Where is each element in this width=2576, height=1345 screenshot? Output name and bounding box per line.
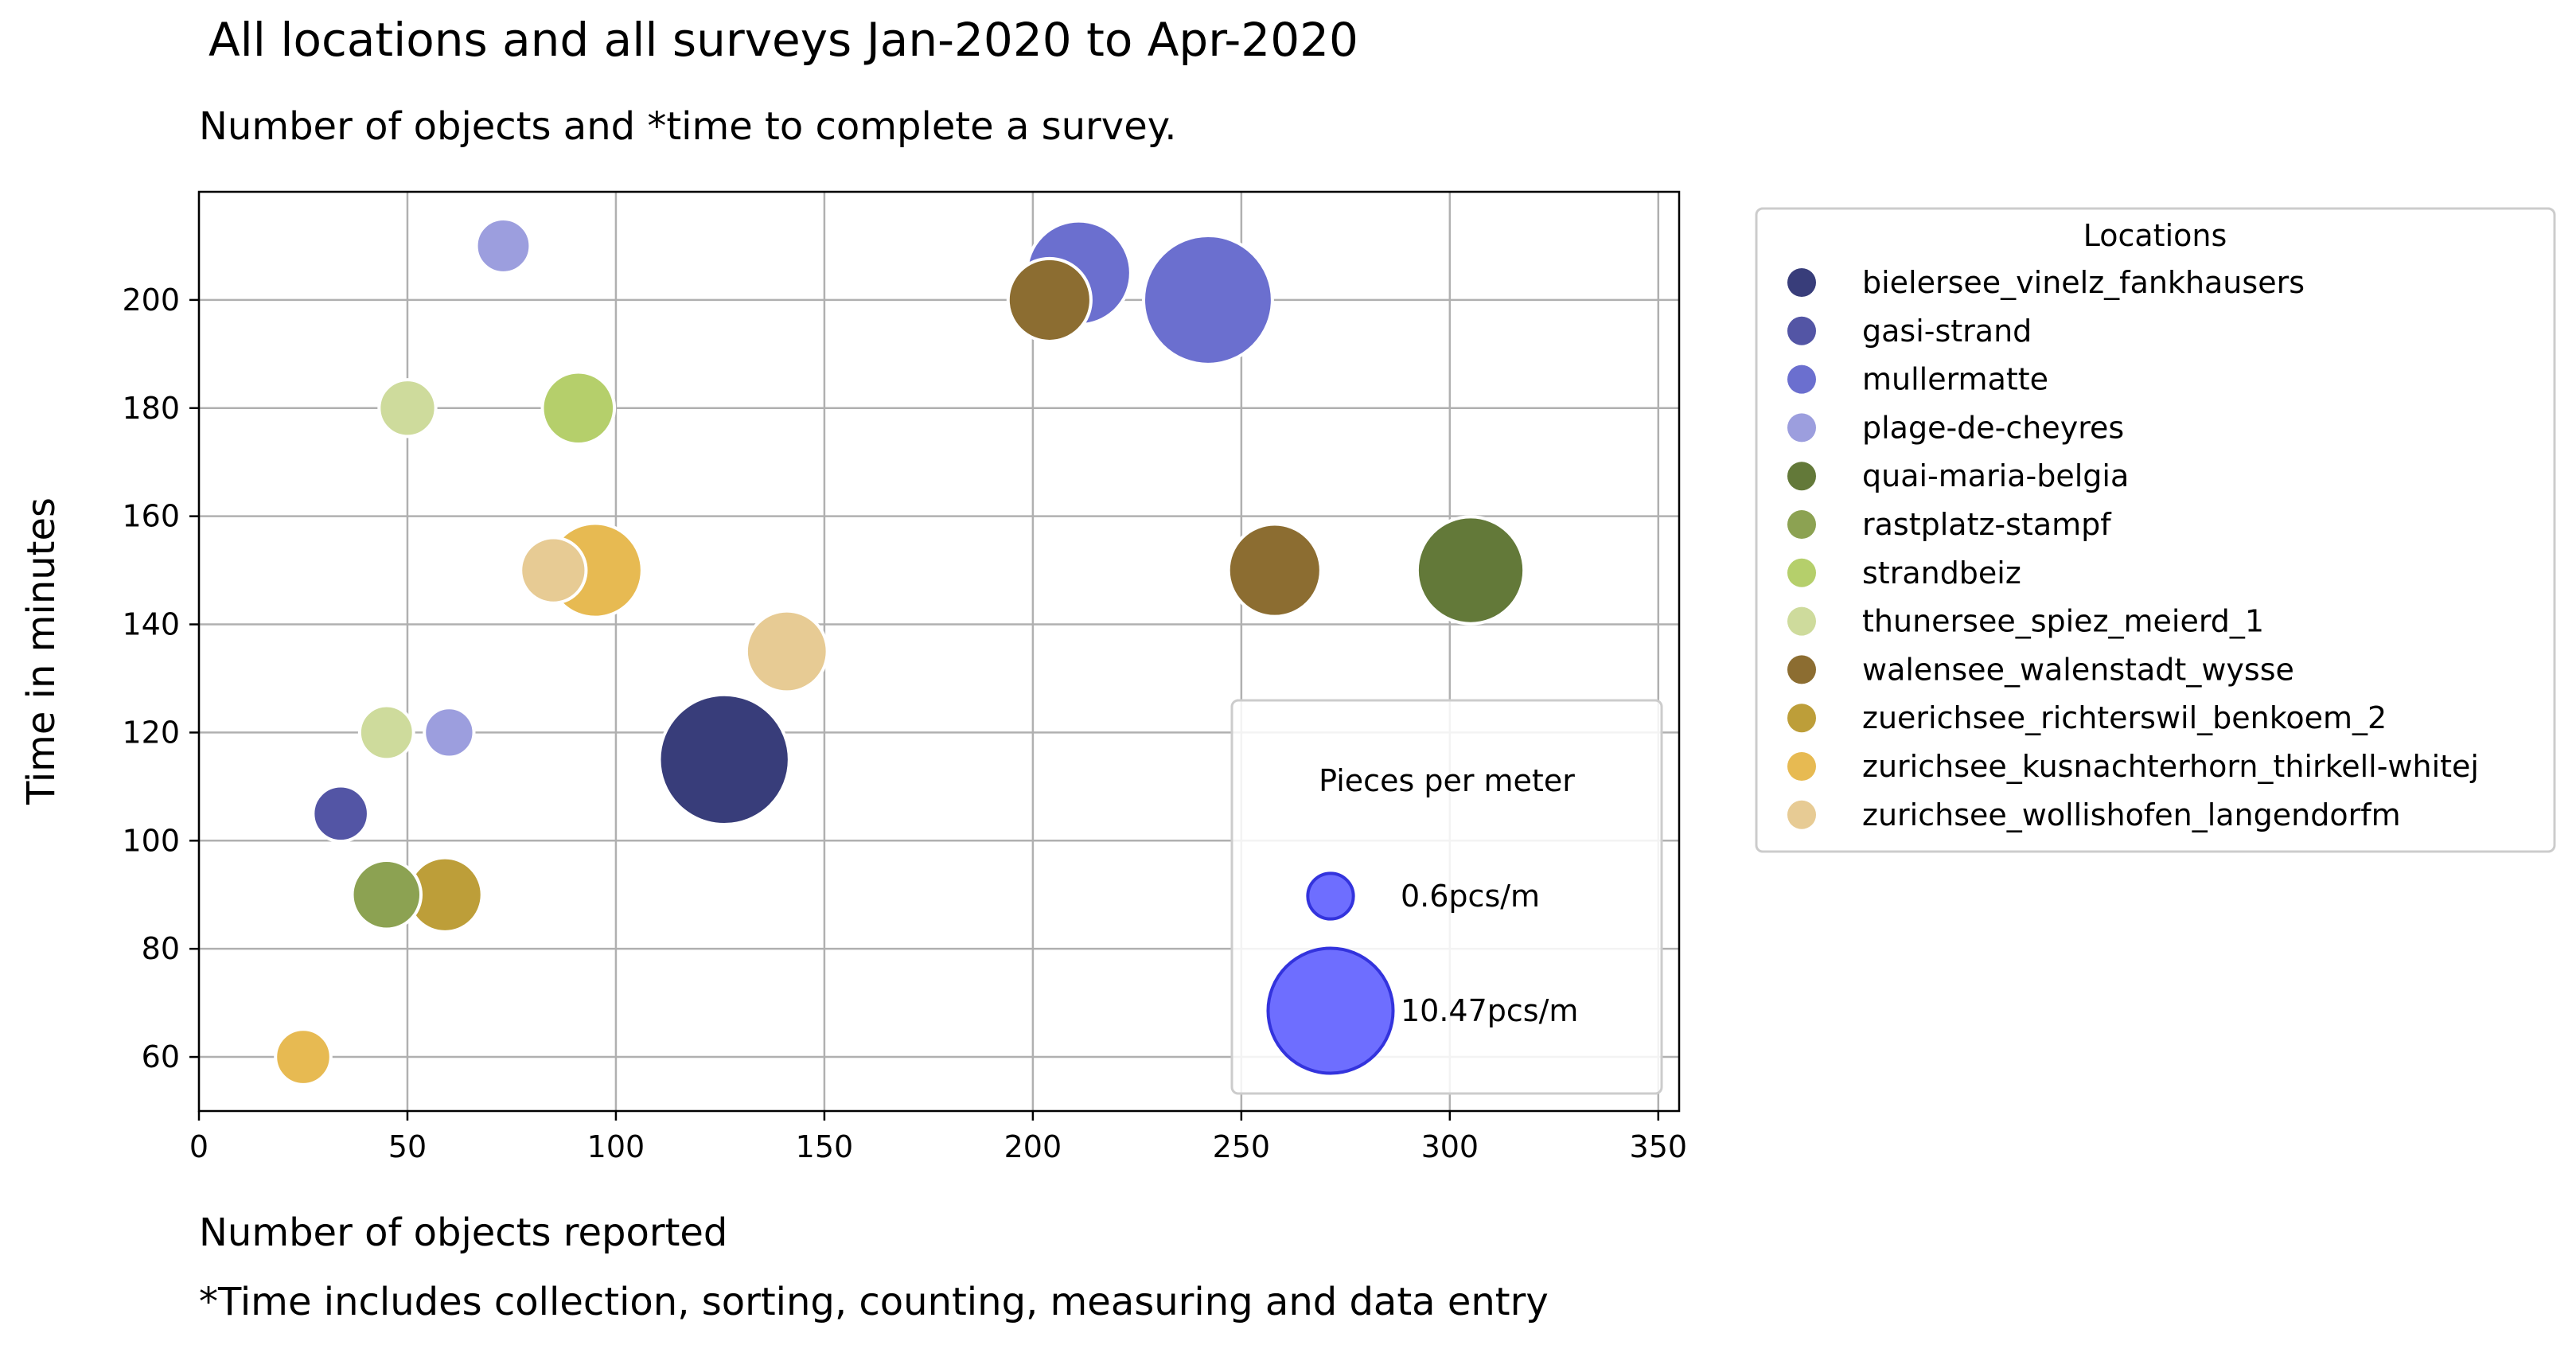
bubble-quai-maria-belgia [1415, 515, 1526, 626]
legend-marker [1787, 462, 1816, 491]
legend-label: zurichsee_kusnachterhorn_thirkell-whitej [1862, 749, 2479, 784]
y-tick-label: 140 [122, 607, 180, 642]
y-axis-label: Time in minutes [19, 497, 64, 805]
y-tick-label: 60 [142, 1039, 180, 1074]
y-axis-ticks: 60 80 100 120 140 160 180 200 [122, 283, 199, 1074]
locations-legend-title: Locations [2083, 218, 2227, 253]
bubble-rastplatz-stampf [350, 858, 423, 931]
legend-marker [1787, 655, 1816, 684]
y-tick-label: 160 [122, 499, 180, 534]
legend-label: quai-maria-belgia [1862, 458, 2129, 493]
x-tick-label: 100 [587, 1129, 645, 1164]
y-tick-label: 180 [122, 391, 180, 426]
locations-legend-box [1755, 207, 2556, 853]
size-legend-title: Pieces per meter [1319, 763, 1575, 798]
legend-label: bielersee_vinelz_fankhausers [1862, 265, 2305, 300]
legend-marker [1787, 365, 1816, 394]
legend-label: walensee_walenstadt_wysse [1862, 652, 2294, 687]
footnote: *Time includes collection, sorting, coun… [199, 1280, 1549, 1324]
bubble-mullermatte [1142, 233, 1274, 366]
y-tick-label: 80 [142, 931, 180, 966]
x-tick-label: 250 [1213, 1129, 1271, 1164]
size-legend: Pieces per meter 0.6pcs/m 10.47pcs/m [1230, 699, 1663, 1095]
bubble-thunersee_spiez_meierd_1 [377, 378, 438, 439]
locations-legend: Locations bielersee_vinelz_fankhausersga… [1755, 207, 2556, 853]
x-tick-label: 200 [1004, 1129, 1062, 1164]
bubble-layer [274, 217, 1526, 1086]
legend-marker [1787, 510, 1816, 539]
size-legend-marker [1306, 871, 1355, 921]
legend-label: gasi-strand [1862, 314, 2032, 349]
x-tick-label: 350 [1630, 1129, 1688, 1164]
bubble-walensee_walenstadt_wysse [1226, 522, 1323, 618]
legend-marker [1787, 606, 1816, 636]
bubble-gasi-strand [311, 784, 370, 844]
legend-label: strandbeiz [1862, 556, 2021, 591]
y-tick-label: 100 [122, 823, 180, 858]
y-tick-label: 120 [122, 715, 180, 750]
x-axis-label: Number of objects reported [199, 1210, 727, 1255]
chart-title: All locations and all surveys Jan-2020 t… [208, 13, 1358, 67]
x-tick-label: 150 [796, 1129, 854, 1164]
legend-marker [1787, 558, 1816, 587]
bubble-bielersee_vinelz_fankhausers [657, 692, 791, 827]
bubble-walensee_walenstadt_wysse [1006, 256, 1093, 343]
x-tick-label: 300 [1421, 1129, 1479, 1164]
bubble-plage-de-cheyres [423, 706, 476, 759]
legend-marker [1787, 800, 1816, 829]
y-tick-label: 200 [122, 283, 180, 318]
legend-label: mullermatte [1862, 362, 2048, 397]
chart-subtitle: Number of objects and *time to complete … [199, 104, 1177, 149]
legend-label: zuerichsee_richterswil_benkoem_2 [1862, 700, 2387, 735]
bubble-strandbeiz [540, 370, 617, 446]
legend-label: thunersee_spiez_meierd_1 [1862, 604, 2264, 639]
size-legend-label: 0.6pcs/m [1401, 879, 1540, 914]
legend-marker [1787, 268, 1816, 297]
bubble-zurichsee_wollishofen_langendorfm [744, 609, 829, 694]
legend-label: plage-de-cheyres [1862, 410, 2124, 445]
size-legend-marker [1266, 946, 1395, 1075]
plot-frame [197, 190, 1681, 1113]
legend-marker [1787, 413, 1816, 442]
bubble-plage-de-cheyres [474, 217, 532, 275]
bubble-zurichsee_kusnachterhorn_thirkell-whitej [274, 1027, 333, 1086]
legend-label: rastplatz-stampf [1862, 507, 2112, 542]
legend-label: zurichsee_wollishofen_langendorfm [1862, 797, 2401, 832]
size-legend-label: 10.47pcs/m [1401, 993, 1578, 1028]
x-axis-ticks: 0 50 100 150 200 250 300 350 [189, 1111, 1687, 1164]
bubble-thunersee_spiez_meierd_1 [357, 704, 415, 762]
legend-marker [1787, 316, 1816, 345]
legend-marker [1787, 752, 1816, 781]
legend-marker [1787, 704, 1816, 733]
bubble-zurichsee_wollishofen_langendorfm [519, 536, 588, 605]
x-tick-label: 50 [388, 1129, 427, 1164]
x-tick-label: 0 [189, 1129, 208, 1164]
